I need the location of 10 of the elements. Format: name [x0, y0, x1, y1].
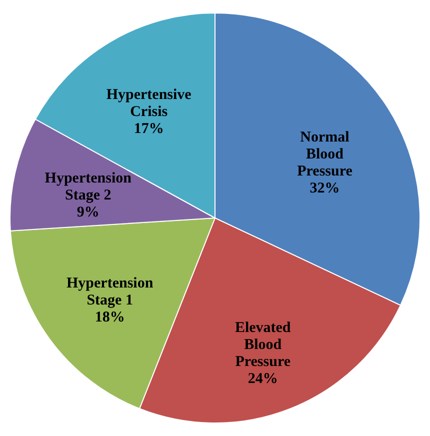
data-label: 24% [248, 370, 278, 387]
data-label: 32% [310, 180, 340, 196]
slice-label: Normal Blood Pressure [297, 129, 353, 180]
data-label: 17% [134, 121, 164, 138]
data-label: 9% [76, 204, 100, 221]
slice-label: Hypertensive Crisis [106, 87, 192, 120]
data-label: 18% [94, 309, 125, 326]
slice-label: Hypertension Stage 1 [66, 275, 154, 308]
slice-label: Hypertension Stage 2 [44, 170, 132, 204]
slice-label: Elevated Blood Pressure [234, 320, 292, 370]
